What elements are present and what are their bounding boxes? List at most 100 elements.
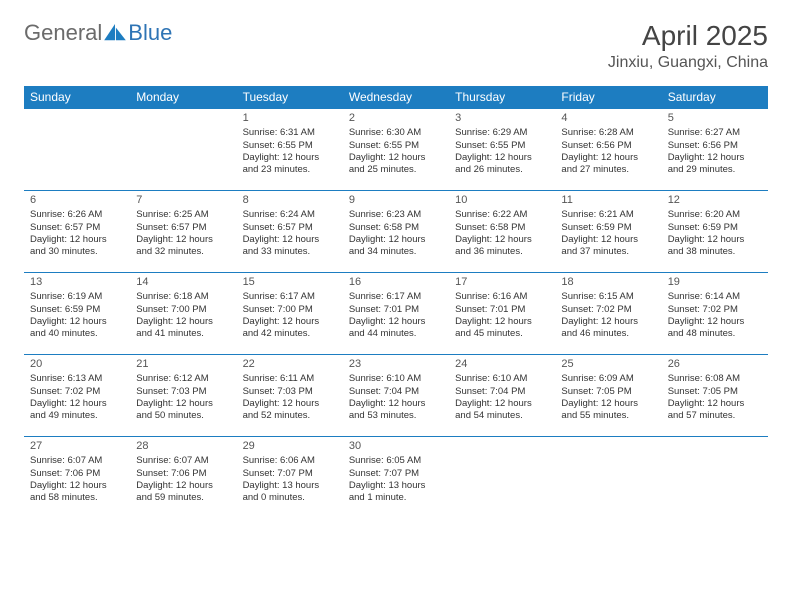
day-detail: Sunrise: 6:16 AMSunset: 7:01 PMDaylight:… <box>455 291 549 340</box>
day-detail: Sunrise: 6:26 AMSunset: 6:57 PMDaylight:… <box>30 209 124 258</box>
calendar-cell: 24 Sunrise: 6:10 AMSunset: 7:04 PMDayligh… <box>449 355 555 437</box>
day-header: Wednesday <box>343 86 449 109</box>
day-number: 17 <box>455 275 549 289</box>
header-bar: General Blue April 2025 Jinxiu, Guangxi,… <box>24 20 768 72</box>
month-title: April 2025 <box>608 20 768 52</box>
calendar-cell: 9 Sunrise: 6:23 AMSunset: 6:58 PMDaylight… <box>343 191 449 273</box>
day-detail: Sunrise: 6:07 AMSunset: 7:06 PMDaylight:… <box>30 455 124 504</box>
logo-text-general: General <box>24 20 102 46</box>
logo-sail-icon <box>104 24 126 42</box>
day-header: Saturday <box>662 86 768 109</box>
calendar-table: Sunday Monday Tuesday Wednesday Thursday… <box>24 86 768 519</box>
day-detail: Sunrise: 6:23 AMSunset: 6:58 PMDaylight:… <box>349 209 443 258</box>
day-number: 13 <box>30 275 124 289</box>
day-number: 23 <box>349 357 443 371</box>
day-number: 5 <box>668 111 762 125</box>
day-number: 6 <box>30 193 124 207</box>
calendar-cell: 17 Sunrise: 6:16 AMSunset: 7:01 PMDayligh… <box>449 273 555 355</box>
calendar-cell: 12 Sunrise: 6:20 AMSunset: 6:59 PMDayligh… <box>662 191 768 273</box>
logo-text-blue: Blue <box>128 20 172 46</box>
day-number: 15 <box>243 275 337 289</box>
day-detail: Sunrise: 6:17 AMSunset: 7:01 PMDaylight:… <box>349 291 443 340</box>
day-header: Tuesday <box>237 86 343 109</box>
calendar-cell: 19 Sunrise: 6:14 AMSunset: 7:02 PMDayligh… <box>662 273 768 355</box>
day-detail: Sunrise: 6:20 AMSunset: 6:59 PMDaylight:… <box>668 209 762 258</box>
calendar-week-row: 1 Sunrise: 6:31 AMSunset: 6:55 PMDaylight… <box>24 109 768 191</box>
day-detail: Sunrise: 6:29 AMSunset: 6:55 PMDaylight:… <box>455 127 549 176</box>
calendar-header-row: Sunday Monday Tuesday Wednesday Thursday… <box>24 86 768 109</box>
calendar-cell: 18 Sunrise: 6:15 AMSunset: 7:02 PMDayligh… <box>555 273 661 355</box>
calendar-cell: 27 Sunrise: 6:07 AMSunset: 7:06 PMDayligh… <box>24 437 130 519</box>
day-detail: Sunrise: 6:14 AMSunset: 7:02 PMDaylight:… <box>668 291 762 340</box>
calendar-cell: 4 Sunrise: 6:28 AMSunset: 6:56 PMDaylight… <box>555 109 661 191</box>
day-detail: Sunrise: 6:17 AMSunset: 7:00 PMDaylight:… <box>243 291 337 340</box>
day-detail: Sunrise: 6:09 AMSunset: 7:05 PMDaylight:… <box>561 373 655 422</box>
calendar-week-row: 6 Sunrise: 6:26 AMSunset: 6:57 PMDaylight… <box>24 191 768 273</box>
day-number: 20 <box>30 357 124 371</box>
day-number: 9 <box>349 193 443 207</box>
day-detail: Sunrise: 6:24 AMSunset: 6:57 PMDaylight:… <box>243 209 337 258</box>
day-detail: Sunrise: 6:31 AMSunset: 6:55 PMDaylight:… <box>243 127 337 176</box>
calendar-cell: 5 Sunrise: 6:27 AMSunset: 6:56 PMDaylight… <box>662 109 768 191</box>
calendar-cell <box>130 109 236 191</box>
day-number: 3 <box>455 111 549 125</box>
day-number: 8 <box>243 193 337 207</box>
calendar-cell: 6 Sunrise: 6:26 AMSunset: 6:57 PMDaylight… <box>24 191 130 273</box>
day-number: 14 <box>136 275 230 289</box>
day-detail: Sunrise: 6:30 AMSunset: 6:55 PMDaylight:… <box>349 127 443 176</box>
calendar-cell <box>662 437 768 519</box>
calendar-cell: 22 Sunrise: 6:11 AMSunset: 7:03 PMDayligh… <box>237 355 343 437</box>
calendar-cell: 7Sunrise: 6:25 AMSunset: 6:57 PMDaylight… <box>130 191 236 273</box>
day-header: Friday <box>555 86 661 109</box>
day-number: 16 <box>349 275 443 289</box>
calendar-week-row: 27 Sunrise: 6:07 AMSunset: 7:06 PMDayligh… <box>24 437 768 519</box>
day-detail: Sunrise: 6:25 AMSunset: 6:57 PMDaylight:… <box>136 209 230 258</box>
day-detail: Sunrise: 6:18 AMSunset: 7:00 PMDaylight:… <box>136 291 230 340</box>
day-number: 10 <box>455 193 549 207</box>
calendar-cell: 16 Sunrise: 6:17 AMSunset: 7:01 PMDayligh… <box>343 273 449 355</box>
day-number: 27 <box>30 439 124 453</box>
day-number: 21 <box>136 357 230 371</box>
calendar-cell: 23 Sunrise: 6:10 AMSunset: 7:04 PMDayligh… <box>343 355 449 437</box>
day-detail: Sunrise: 6:10 AMSunset: 7:04 PMDaylight:… <box>455 373 549 422</box>
day-detail: Sunrise: 6:19 AMSunset: 6:59 PMDaylight:… <box>30 291 124 340</box>
calendar-cell: 28Sunrise: 6:07 AMSunset: 7:06 PMDayligh… <box>130 437 236 519</box>
day-detail: Sunrise: 6:27 AMSunset: 6:56 PMDaylight:… <box>668 127 762 176</box>
calendar-cell: 15 Sunrise: 6:17 AMSunset: 7:00 PMDayligh… <box>237 273 343 355</box>
calendar-cell: 20 Sunrise: 6:13 AMSunset: 7:02 PMDayligh… <box>24 355 130 437</box>
calendar-body: 1 Sunrise: 6:31 AMSunset: 6:55 PMDaylight… <box>24 109 768 519</box>
calendar-cell: 30Sunrise: 6:05 AMSunset: 7:07 PMDayligh… <box>343 437 449 519</box>
day-number: 22 <box>243 357 337 371</box>
calendar-cell: 3 Sunrise: 6:29 AMSunset: 6:55 PMDaylight… <box>449 109 555 191</box>
day-header: Monday <box>130 86 236 109</box>
day-detail: Sunrise: 6:21 AMSunset: 6:59 PMDaylight:… <box>561 209 655 258</box>
calendar-cell: 29Sunrise: 6:06 AMSunset: 7:07 PMDayligh… <box>237 437 343 519</box>
day-number: 28 <box>136 439 230 453</box>
calendar-cell <box>449 437 555 519</box>
day-detail: Sunrise: 6:28 AMSunset: 6:56 PMDaylight:… <box>561 127 655 176</box>
day-detail: Sunrise: 6:06 AMSunset: 7:07 PMDaylight:… <box>243 455 337 504</box>
day-detail: Sunrise: 6:11 AMSunset: 7:03 PMDaylight:… <box>243 373 337 422</box>
day-detail: Sunrise: 6:10 AMSunset: 7:04 PMDaylight:… <box>349 373 443 422</box>
day-header: Sunday <box>24 86 130 109</box>
day-number: 24 <box>455 357 549 371</box>
location-text: Jinxiu, Guangxi, China <box>608 54 768 72</box>
calendar-cell: 11 Sunrise: 6:21 AMSunset: 6:59 PMDayligh… <box>555 191 661 273</box>
day-number: 1 <box>243 111 337 125</box>
day-number: 19 <box>668 275 762 289</box>
day-number: 12 <box>668 193 762 207</box>
day-number: 18 <box>561 275 655 289</box>
day-number: 4 <box>561 111 655 125</box>
title-block: April 2025 Jinxiu, Guangxi, China <box>608 20 768 72</box>
day-detail: Sunrise: 6:05 AMSunset: 7:07 PMDaylight:… <box>349 455 443 504</box>
calendar-cell: 26Sunrise: 6:08 AMSunset: 7:05 PMDayligh… <box>662 355 768 437</box>
calendar-cell: 25Sunrise: 6:09 AMSunset: 7:05 PMDayligh… <box>555 355 661 437</box>
calendar-cell: 21Sunrise: 6:12 AMSunset: 7:03 PMDayligh… <box>130 355 236 437</box>
calendar-week-row: 20 Sunrise: 6:13 AMSunset: 7:02 PMDayligh… <box>24 355 768 437</box>
day-header: Thursday <box>449 86 555 109</box>
day-detail: Sunrise: 6:15 AMSunset: 7:02 PMDaylight:… <box>561 291 655 340</box>
day-detail: Sunrise: 6:13 AMSunset: 7:02 PMDaylight:… <box>30 373 124 422</box>
calendar-cell: 10Sunrise: 6:22 AMSunset: 6:58 PMDayligh… <box>449 191 555 273</box>
day-number: 11 <box>561 193 655 207</box>
calendar-week-row: 13 Sunrise: 6:19 AMSunset: 6:59 PMDayligh… <box>24 273 768 355</box>
